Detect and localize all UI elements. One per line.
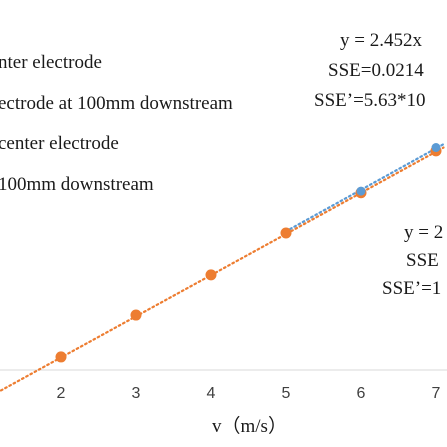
trendline-annotation-2: y = 2 SSE SSE’=1 xyxy=(382,222,443,299)
data-point-series-1-3 xyxy=(205,269,217,281)
annotation-1-line-1: y = 2.452x xyxy=(340,30,422,51)
x-tick-label-6: 6 xyxy=(357,385,366,402)
data-point-series-1-2 xyxy=(130,309,142,321)
annotation-2-line-1: y = 2 xyxy=(404,222,443,243)
annotation-2-line-3: SSE’=1 xyxy=(382,278,441,299)
plot-area xyxy=(0,143,445,392)
annotation-1-line-2: SSE=0.0214 xyxy=(328,60,424,81)
trendline-series-1 xyxy=(0,146,445,392)
legend-entry-4: 100mm downstream xyxy=(0,174,154,195)
x-tick-label-4: 4 xyxy=(207,385,216,402)
x-axis-ticks: 2 3 4 5 6 7 xyxy=(57,385,441,402)
legend: nter electrode ectrode at 100mm downstre… xyxy=(0,52,233,195)
legend-entry-1: nter electrode xyxy=(0,52,102,73)
legend-entry-2: ectrode at 100mm downstream xyxy=(0,93,233,114)
legend-entry-3: center electrode xyxy=(0,133,119,154)
data-point-series-2-2 xyxy=(431,143,441,153)
data-point-series-1-1 xyxy=(55,351,67,363)
trendline-annotation-1: y = 2.452x SSE=0.0214 SSE’=5.63*10 xyxy=(314,30,426,111)
x-axis-label: v（m/s） xyxy=(212,415,287,437)
x-tick-label-3: 3 xyxy=(132,385,141,402)
annotation-2-line-2: SSE xyxy=(406,250,439,271)
annotation-1-line-3: SSE’=5.63*10 xyxy=(314,90,426,111)
x-tick-label-5: 5 xyxy=(282,385,291,402)
data-point-series-2-1 xyxy=(356,186,366,196)
x-tick-label-2: 2 xyxy=(57,385,66,402)
x-tick-label-7: 7 xyxy=(432,385,441,402)
data-point-series-1-4 xyxy=(280,227,292,239)
trendline-series-2 xyxy=(284,143,445,233)
